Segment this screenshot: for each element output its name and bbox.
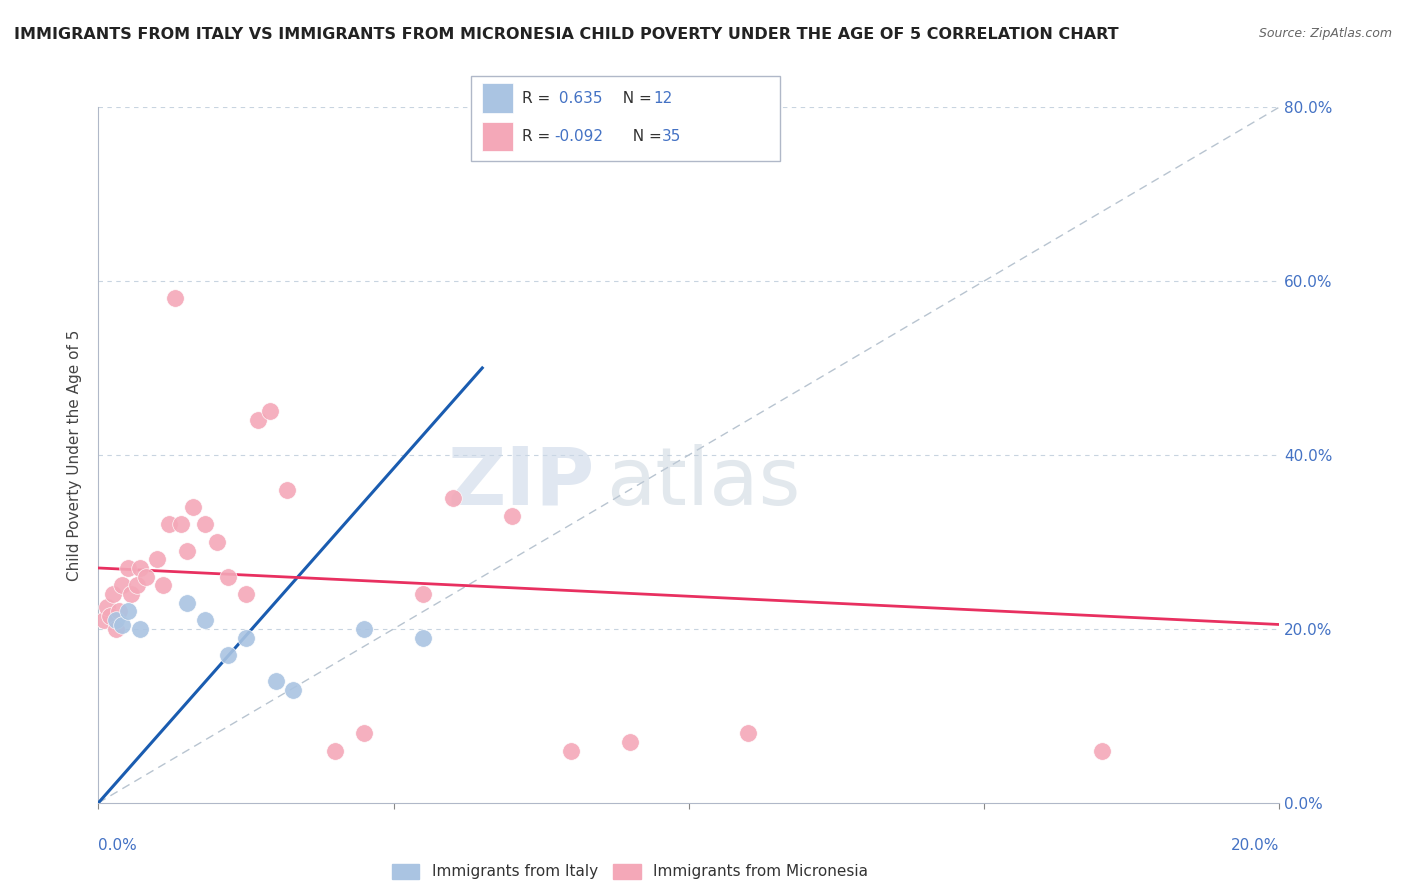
Point (105, 622, 128, 636)
Text: IMMIGRANTS FROM ITALY VS IMMIGRANTS FROM MICRONESIA CHILD POVERTY UNDER THE AGE : IMMIGRANTS FROM ITALY VS IMMIGRANTS FROM… (14, 27, 1119, 42)
Point (235, 587, 257, 601)
Point (353, 726, 375, 740)
Text: -0.092: -0.092 (554, 129, 603, 144)
Point (353, 622, 375, 636)
Point (125, 578, 148, 592)
Legend: Immigrants from Italy, Immigrants from Micronesia: Immigrants from Italy, Immigrants from M… (385, 857, 875, 886)
Point (276, 483, 298, 497)
Point (501, 508, 523, 523)
Point (235, 631, 257, 645)
Point (283, 682, 305, 697)
Point (323, 744, 346, 758)
Point (111, 578, 134, 592)
Point (120, 587, 142, 601)
Text: N =: N = (613, 91, 657, 105)
Point (111, 617, 134, 632)
Point (93, 613, 115, 627)
Point (157, 517, 180, 532)
Point (264, 674, 287, 689)
Point (412, 587, 434, 601)
Point (103, 587, 125, 601)
Text: 0.0%: 0.0% (98, 838, 138, 854)
Point (737, 726, 759, 740)
Point (194, 517, 217, 532)
Point (412, 631, 434, 645)
Point (560, 744, 582, 758)
Point (170, 517, 193, 532)
Text: R =: R = (522, 129, 555, 144)
Point (441, 491, 464, 506)
Point (1091, 744, 1114, 758)
Point (165, 291, 187, 305)
Point (194, 613, 217, 627)
Text: N =: N = (623, 129, 666, 144)
Point (117, 605, 139, 619)
Text: 20.0%: 20.0% (1232, 838, 1279, 854)
Point (152, 578, 174, 592)
Text: atlas: atlas (606, 443, 800, 522)
Point (96, 600, 118, 615)
Point (259, 404, 281, 418)
Point (128, 622, 150, 636)
Point (108, 605, 131, 619)
Point (246, 413, 269, 427)
Point (176, 596, 198, 610)
Point (146, 552, 169, 566)
Point (98, 608, 121, 623)
Text: 35: 35 (662, 129, 682, 144)
Point (181, 500, 204, 514)
Point (205, 534, 228, 549)
Point (135, 570, 157, 584)
Point (217, 648, 239, 662)
Point (117, 561, 139, 575)
Y-axis label: Child Poverty Under the Age of 5: Child Poverty Under the Age of 5 (67, 329, 83, 581)
Point (619, 735, 641, 749)
Point (176, 543, 198, 558)
Point (128, 561, 150, 575)
Point (217, 570, 239, 584)
Text: R =: R = (522, 91, 555, 105)
Text: ZIP: ZIP (447, 443, 595, 522)
Text: 0.635: 0.635 (554, 91, 602, 105)
Text: Source: ZipAtlas.com: Source: ZipAtlas.com (1258, 27, 1392, 40)
Point (105, 613, 128, 627)
Text: 12: 12 (654, 91, 673, 105)
